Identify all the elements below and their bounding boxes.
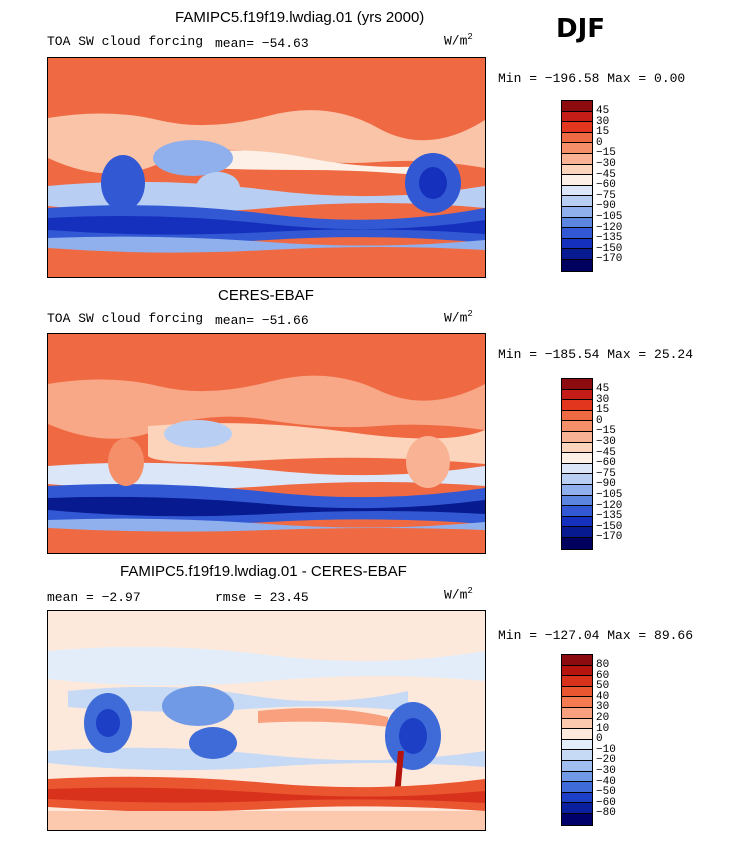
colorbar-tick-label: 10 [596,722,610,735]
panel3-colorbar [561,654,593,826]
panel1-map [47,57,486,278]
panel3-title: FAMIPC5.f19f19.lwdiag.01 - CERES-EBAF [120,563,407,580]
colorbar-tick-label: −60 [596,796,616,809]
colorbar-tick-label: 0 [596,733,603,746]
panel2-colorbar [561,378,593,550]
colorbar-tick-label: −30 [596,764,616,777]
panel2-colorbar-labels: 45 30 15 0 −15 −30 −45 −60 −75 −90 −105 … [596,384,622,543]
colorbar-tick-label: −20 [596,754,616,767]
colorbar-tick-label: −105 [596,210,623,223]
colorbar-tick-label: −60 [596,457,616,470]
panel1-colorbar-labels: 45 30 15 0 −15 −30 −45 −60 −75 −90 −105 … [596,106,622,265]
colorbar-tick-label: −150 [596,520,623,533]
panel2-minmax: Min = −185.54 Max = 25.24 [498,347,694,362]
panel1-units: W/m2 [444,32,473,49]
colorbar-tick-label: −60 [596,179,616,192]
colorbar-tick-label: −45 [596,168,616,181]
colorbar-tick-label: −15 [596,147,616,160]
colorbar-tick-label: −170 [596,253,623,266]
colorbar-tick-label: 0 [596,414,603,427]
colorbar-tick-label: −135 [596,232,623,245]
colorbar-tick-label: 45 [596,383,610,395]
colorbar-tick-label: 45 [596,105,610,117]
colorbar-tick-label: 50 [596,680,610,693]
panel3-map [47,610,486,831]
panel2-variable-label: TOA SW cloud forcing [47,311,204,326]
colorbar-tick-label: −45 [596,446,616,459]
colorbar-tick-label: −40 [596,775,616,788]
panel3-colorbar-labels: 80 60 50 40 30 20 10 0 −10 −20 −30 −40 −… [596,660,616,819]
colorbar-tick-label: −120 [596,499,623,512]
panel2-mean-label: mean= −51.66 [215,313,309,328]
season-label: DJF [556,14,606,44]
colorbar-tick-label: 15 [596,404,610,417]
colorbar-tick-label: −150 [596,242,623,255]
colorbar-tick-label: 60 [596,669,610,682]
colorbar-tick-label: −105 [596,488,623,501]
panel3-units: W/m2 [444,586,473,603]
colorbar-tick-label: −15 [596,425,616,438]
panel1-title: FAMIPC5.f19f19.lwdiag.01 (yrs 2000) [175,9,425,26]
colorbar-tick-label: 30 [596,393,610,406]
colorbar-tick-label: −90 [596,478,616,491]
colorbar-tick-label: −135 [596,510,623,523]
panel1-mean-label: mean= −54.63 [215,36,309,51]
colorbar-tick-label: 0 [596,136,603,149]
panel3-minmax: Min = −127.04 Max = 89.66 [498,628,694,643]
colorbar-tick-label: −170 [596,531,623,544]
panel1-variable-label: TOA SW cloud forcing [47,34,204,49]
panel2-title: CERES-EBAF [218,287,314,304]
colorbar-tick-label: −90 [596,200,616,213]
colorbar-tick-label: −75 [596,189,616,202]
panel3-mean-label: mean = −2.97 [47,590,141,605]
panel3-rmse-label: rmse = 23.45 [215,590,309,605]
panel2-units: W/m2 [444,309,473,326]
colorbar-tick-label: 80 [596,659,610,671]
panel1-colorbar [561,100,593,272]
colorbar-tick-label: 30 [596,701,610,714]
panel2-map [47,333,486,554]
colorbar-tick-label: −10 [596,743,616,756]
colorbar-tick-label: −80 [596,807,616,820]
colorbar-tick-label: −75 [596,467,616,480]
colorbar-tick-label: −30 [596,157,616,170]
colorbar-tick-label: 20 [596,711,610,724]
colorbar-tick-label: 40 [596,690,610,703]
panel1-minmax: Min = −196.58 Max = 0.00 [498,71,686,86]
colorbar-tick-label: 15 [596,126,610,139]
colorbar-tick-label: −50 [596,786,616,799]
colorbar-tick-label: −30 [596,435,616,448]
colorbar-tick-label: −120 [596,221,623,234]
colorbar-tick-label: 30 [596,115,610,128]
